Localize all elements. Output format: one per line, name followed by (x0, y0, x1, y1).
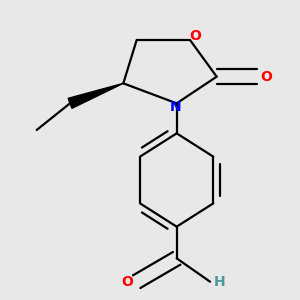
Polygon shape (68, 83, 123, 108)
Text: O: O (189, 29, 201, 43)
Text: O: O (260, 70, 272, 84)
Text: H: H (214, 275, 225, 289)
Text: N: N (170, 100, 182, 114)
Text: O: O (122, 275, 133, 289)
